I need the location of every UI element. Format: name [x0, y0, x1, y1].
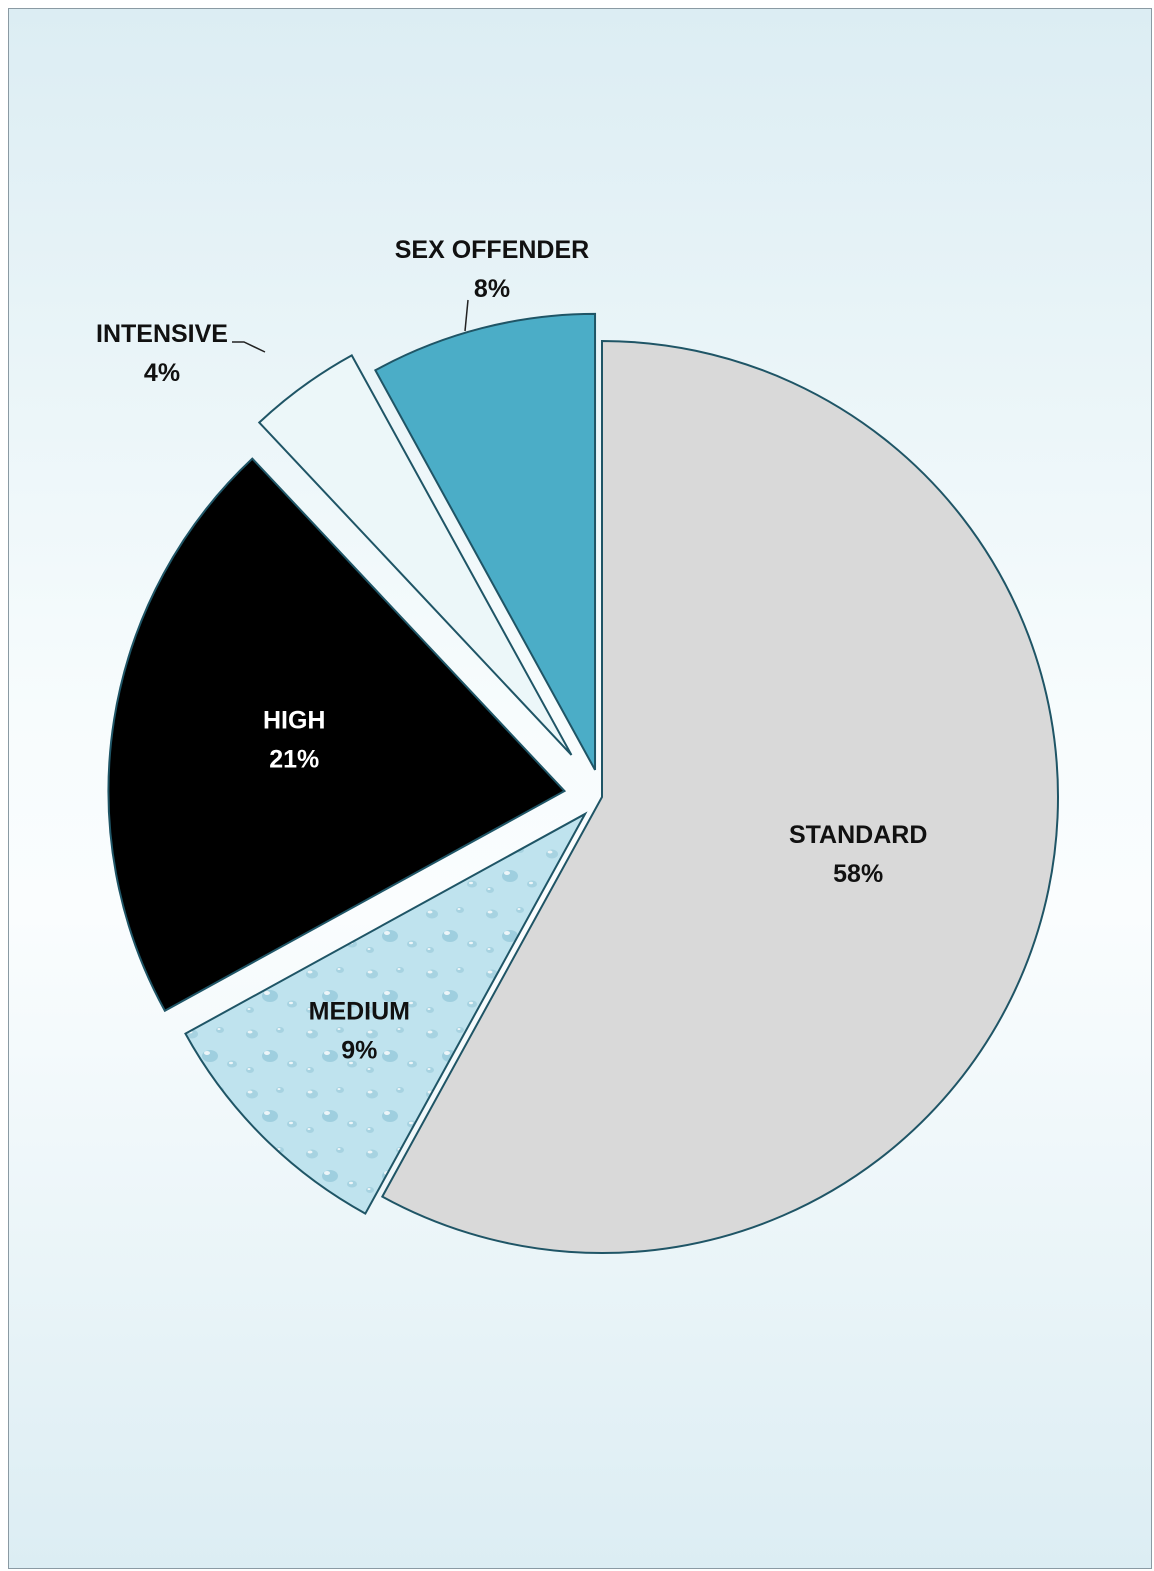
- slice-percent-medium: 9%: [341, 1037, 377, 1065]
- slice-label-intensive: INTENSIVE: [96, 320, 228, 348]
- slice-label-standard: STANDARD: [789, 821, 927, 849]
- slice-label-high: HIGH: [263, 706, 326, 734]
- leader-line-sex-offender: [464, 299, 469, 332]
- slice-percent-high: 21%: [269, 745, 319, 773]
- slice-label-medium: MEDIUM: [309, 998, 410, 1026]
- leader-line-intensive: [232, 341, 266, 353]
- pie-slice-high: [107, 457, 567, 1013]
- slice-percent-intensive: 4%: [144, 359, 180, 387]
- pie-slice-standard: [380, 339, 1059, 1254]
- slice-percent-sex-offender: 8%: [474, 275, 510, 303]
- slice-label-sex-offender: SEX OFFENDER: [395, 236, 589, 264]
- slice-percent-standard: 58%: [833, 860, 883, 888]
- pie-slice-medium: [184, 811, 588, 1215]
- pie-slice-intensive: [257, 353, 573, 756]
- pie-slice-sex-offender: [373, 312, 597, 771]
